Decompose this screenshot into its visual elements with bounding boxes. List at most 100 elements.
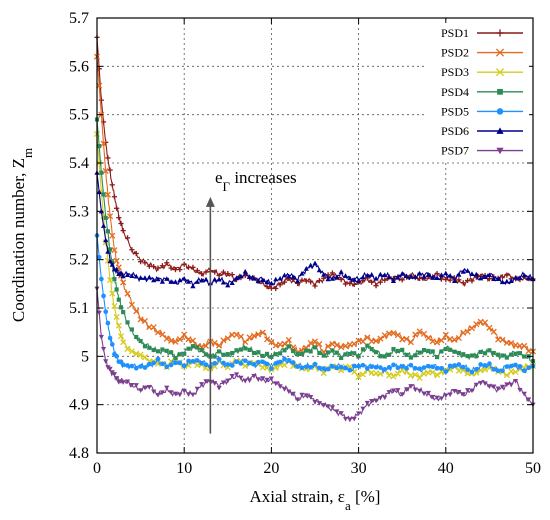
data-point [163,335,170,342]
data-point [360,406,366,412]
data-point [460,364,466,370]
data-point [526,397,532,403]
data-point [247,378,253,384]
data-point [347,367,353,373]
data-point [164,348,169,353]
data-point [351,340,358,347]
data-point [138,338,143,344]
data-point [512,275,519,280]
data-point [386,274,392,280]
data-point [478,380,484,386]
legend-marker [496,29,504,37]
data-point [316,401,322,406]
data-point [133,273,139,279]
data-point [203,269,209,275]
data-point [120,279,127,286]
data-point [316,341,323,348]
data-point [260,277,266,283]
data-point [168,362,174,368]
data-point [408,273,414,279]
plot-frame [96,17,534,454]
data-point [473,382,479,388]
data-point [487,348,492,353]
data-point [395,275,401,280]
data-point [220,279,227,285]
data-point [312,345,318,350]
data-point [256,350,261,355]
y-axis-label: Coordination number, Zm [9,148,35,322]
data-point [386,365,392,370]
data-point [199,277,205,283]
data-point [334,409,340,415]
data-point [238,273,244,279]
data-point [443,270,449,276]
data-point [408,355,413,360]
data-point [482,363,488,368]
data-point [118,220,124,227]
data-point [355,337,362,344]
data-point [486,272,492,278]
data-point [381,332,388,339]
data-point [342,281,349,287]
data-point [134,334,139,340]
data-point [176,336,183,343]
legend-item-psd7: PSD7 [441,144,523,158]
data-point [101,192,106,197]
data-point [308,394,314,400]
data-point [347,275,353,281]
data-point [490,328,497,335]
data-point [352,351,357,356]
data-point [447,363,453,369]
data-point [142,260,148,266]
data-point [277,384,283,389]
data-point [251,275,257,281]
data-point [242,268,248,274]
data-point [499,279,506,285]
data-point [125,320,130,325]
data-point [107,258,113,264]
data-point [294,397,301,403]
data-point [286,357,292,363]
legend-item-psd5: PSD5 [441,104,523,118]
data-point [364,366,370,371]
data-point [426,363,431,369]
data-point [334,350,339,355]
data-point [281,279,288,285]
data-point [150,324,157,331]
data-point [290,360,296,365]
data-point [101,293,106,299]
data-point [286,273,292,279]
series-psd6 [94,170,536,289]
data-point [303,278,309,284]
data-point [430,349,435,354]
x-tick-label: 0 [93,460,101,477]
data-point [522,354,527,359]
data-point [372,337,380,345]
data-point [417,275,423,281]
data-point [465,388,471,393]
data-point [334,274,340,280]
data-point [299,277,305,283]
data-point [430,364,436,370]
data-point [103,309,109,315]
data-point [382,366,388,372]
data-point [212,269,218,275]
data-point [124,235,131,241]
data-point [434,339,441,346]
data-point [260,359,266,365]
data-point [325,343,332,350]
data-point [307,340,314,347]
data-point [105,155,111,161]
data-point [216,356,222,362]
series-psd3 [93,130,537,382]
data-point [129,382,135,388]
annotation: eΓ increases [205,168,297,434]
data-point [290,274,296,280]
data-point [325,276,331,282]
data-point [233,372,240,378]
data-point [181,388,187,394]
x-tick-label: 10 [176,460,192,477]
data-point [146,263,152,269]
data-point [164,260,170,266]
data-point [416,328,423,335]
